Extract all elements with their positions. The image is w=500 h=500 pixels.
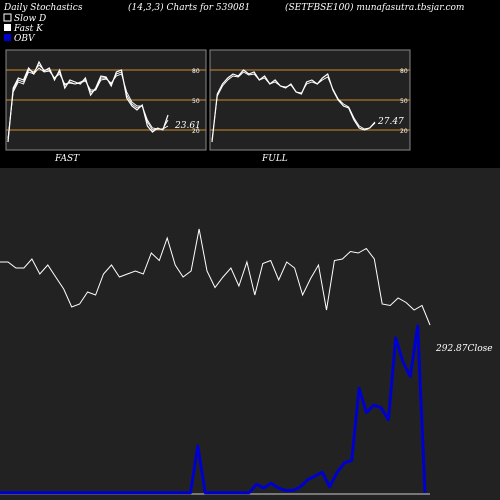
header-params: (14,3,3) Charts for 539081 — [128, 2, 250, 13]
price-last-value-number: 292.87 — [435, 344, 468, 354]
price-close-line — [0, 228, 431, 326]
legend-swatch-obv — [4, 34, 11, 41]
fast-level-lines: 80 50 20 — [6, 68, 206, 135]
price-last-value-suffix: Close — [468, 344, 493, 354]
header-left-title: Daily Stochastics — [3, 3, 83, 13]
full-series-1 — [211, 71, 376, 141]
obv-series-line — [0, 324, 427, 495]
full-panel: 80 50 20 27.47 FULL — [209, 49, 411, 164]
full-level-label-80: 80 — [400, 68, 408, 75]
header-symbol: (SETFBSE100) munafasutra.tbsjar.com — [285, 2, 464, 13]
fast-level-label-50: 50 — [192, 98, 200, 105]
legend-swatch-fast-k — [4, 24, 11, 31]
fast-series-2 — [7, 67, 169, 139]
price-last-value: 292.87Close — [435, 344, 493, 354]
fast-series-lines — [7, 60, 169, 143]
full-panel-title: FULL — [261, 154, 288, 164]
legend-label-obv: OBV — [14, 34, 36, 44]
fast-last-value: 23.61 — [174, 121, 201, 131]
full-series-lines — [211, 69, 376, 143]
fast-panel: 80 50 20 23.61 FAST — [5, 49, 207, 164]
legend-swatch-slow-d — [3, 13, 12, 22]
fast-level-label-20: 20 — [192, 128, 200, 135]
fast-panel-title: FAST — [54, 154, 80, 164]
full-level-label-50: 50 — [400, 98, 408, 105]
full-level-label-20: 20 — [400, 128, 408, 135]
legend-label-slow-d: Slow D — [14, 14, 46, 24]
full-last-value: 27.47 — [377, 117, 404, 127]
fast-level-label-80: 80 — [192, 68, 200, 75]
lower-area-background — [0, 168, 500, 500]
price-series-line — [0, 228, 431, 326]
legend: Slow D Fast K OBV — [3, 13, 46, 44]
obv-line — [0, 324, 427, 495]
legend-label-fast-k: Fast K — [13, 24, 44, 34]
